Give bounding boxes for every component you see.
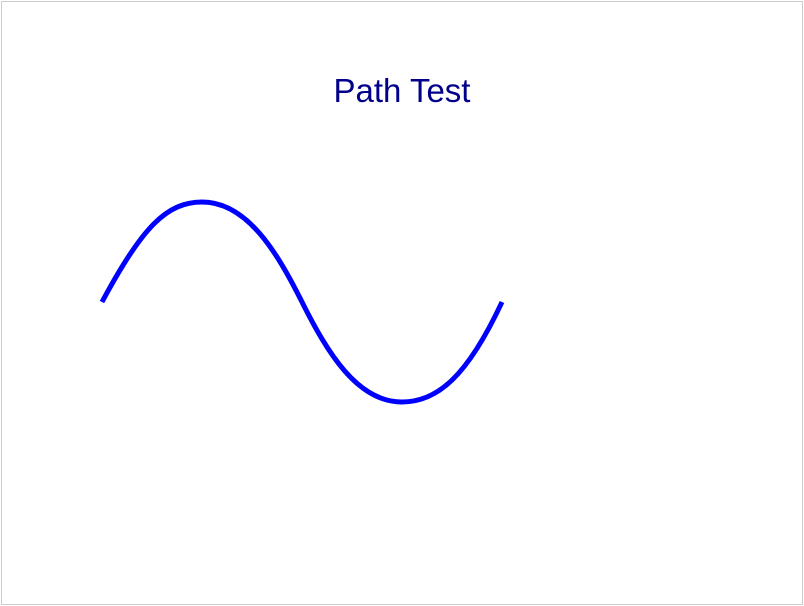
sine-wave-path (99, 199, 505, 405)
page-title: Path Test (334, 72, 471, 109)
